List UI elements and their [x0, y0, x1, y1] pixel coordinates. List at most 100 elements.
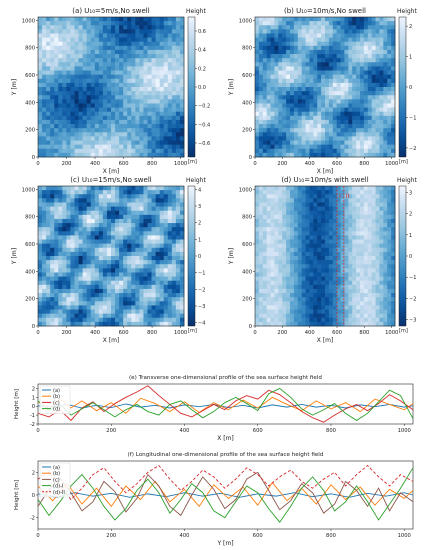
field-cell	[98, 264, 104, 269]
field-cell	[278, 62, 283, 67]
field-cell	[58, 66, 63, 71]
field-cell	[151, 313, 157, 319]
field-cell	[139, 21, 144, 26]
field-cell	[159, 41, 165, 47]
field-cell	[58, 124, 63, 129]
field-cell	[175, 128, 181, 133]
field-cell	[42, 305, 47, 310]
field-cell	[42, 321, 47, 327]
field-cell	[274, 317, 279, 323]
field-cell	[151, 82, 157, 88]
field-cell	[50, 17, 55, 22]
field-cell	[317, 276, 322, 282]
field-cell	[78, 148, 84, 154]
field-cell	[383, 29, 388, 34]
field-cell	[123, 136, 128, 141]
field-cell	[348, 124, 353, 129]
x-tick-label: 1000	[174, 161, 187, 167]
field-cell	[86, 119, 92, 125]
field-cell	[332, 305, 338, 310]
field-cell	[391, 231, 396, 236]
field-cell	[119, 41, 124, 47]
field-cell	[54, 190, 59, 195]
field-cell	[82, 111, 88, 117]
field-cell	[78, 235, 84, 240]
field-cell	[46, 70, 51, 76]
field-cell	[293, 297, 299, 302]
field-cell	[155, 317, 161, 323]
field-cell	[135, 49, 140, 55]
field-cell	[135, 115, 140, 121]
field-cell	[367, 190, 373, 195]
field-cell	[155, 41, 161, 47]
field-cell	[111, 251, 116, 257]
field-cell	[90, 198, 96, 203]
field-cell	[266, 218, 271, 224]
field-cell	[78, 119, 84, 125]
field-cell	[46, 231, 51, 236]
field-cell	[274, 140, 279, 146]
field-cell	[293, 62, 299, 67]
field-cell	[131, 288, 136, 294]
field-cell	[62, 41, 67, 47]
field-cell	[332, 140, 338, 146]
field-cell	[70, 74, 75, 80]
field-cell	[171, 313, 177, 319]
field-cell	[375, 260, 380, 265]
field-cell	[82, 198, 88, 203]
field-cell	[54, 317, 59, 323]
field-cell	[151, 111, 157, 117]
field-cell	[163, 243, 169, 249]
field-cell	[309, 260, 314, 265]
field-cell	[38, 95, 43, 100]
field-cell	[78, 82, 84, 88]
field-cell	[159, 21, 165, 26]
field-cell	[266, 251, 271, 257]
field-cell	[46, 247, 51, 253]
field-cell	[66, 103, 71, 108]
field-cell	[179, 301, 185, 306]
field-cell	[258, 313, 264, 319]
field-cell	[301, 111, 306, 117]
field-cell	[278, 260, 283, 265]
field-cell	[54, 45, 59, 51]
field-cell	[106, 317, 112, 323]
field-cell	[78, 99, 84, 104]
field-cell	[391, 41, 396, 47]
field-cell	[286, 152, 291, 158]
field-cell	[391, 218, 396, 224]
field-cell	[127, 272, 132, 277]
field-cell	[286, 54, 291, 59]
field-cell	[119, 21, 124, 26]
field-cell	[270, 280, 275, 286]
field-cell	[348, 247, 353, 253]
field-cell	[317, 41, 322, 47]
field-cell	[38, 190, 43, 195]
field-cell	[379, 29, 384, 34]
field-cell	[135, 58, 140, 63]
field-cell	[58, 305, 63, 310]
field-cell	[391, 74, 396, 80]
field-cell	[58, 58, 63, 63]
field-cell	[127, 140, 132, 146]
field-cell	[262, 58, 268, 63]
field-cell	[123, 54, 128, 59]
field-cell	[286, 313, 291, 319]
field-cell	[127, 132, 132, 137]
field-cell	[274, 264, 279, 269]
field-cell	[147, 305, 152, 310]
field-cell	[360, 21, 365, 26]
field-cell	[293, 313, 299, 319]
field-cell	[352, 21, 357, 26]
field-cell	[325, 62, 330, 67]
field-cell	[391, 301, 396, 306]
field-cell	[74, 272, 79, 277]
field-cell	[301, 132, 306, 137]
field-cell	[86, 103, 92, 108]
field-cell	[387, 33, 392, 38]
field-cell	[74, 21, 79, 26]
field-cell	[325, 239, 330, 245]
field-cell	[375, 284, 380, 290]
field-cell	[367, 198, 373, 203]
field-cell	[371, 247, 376, 253]
